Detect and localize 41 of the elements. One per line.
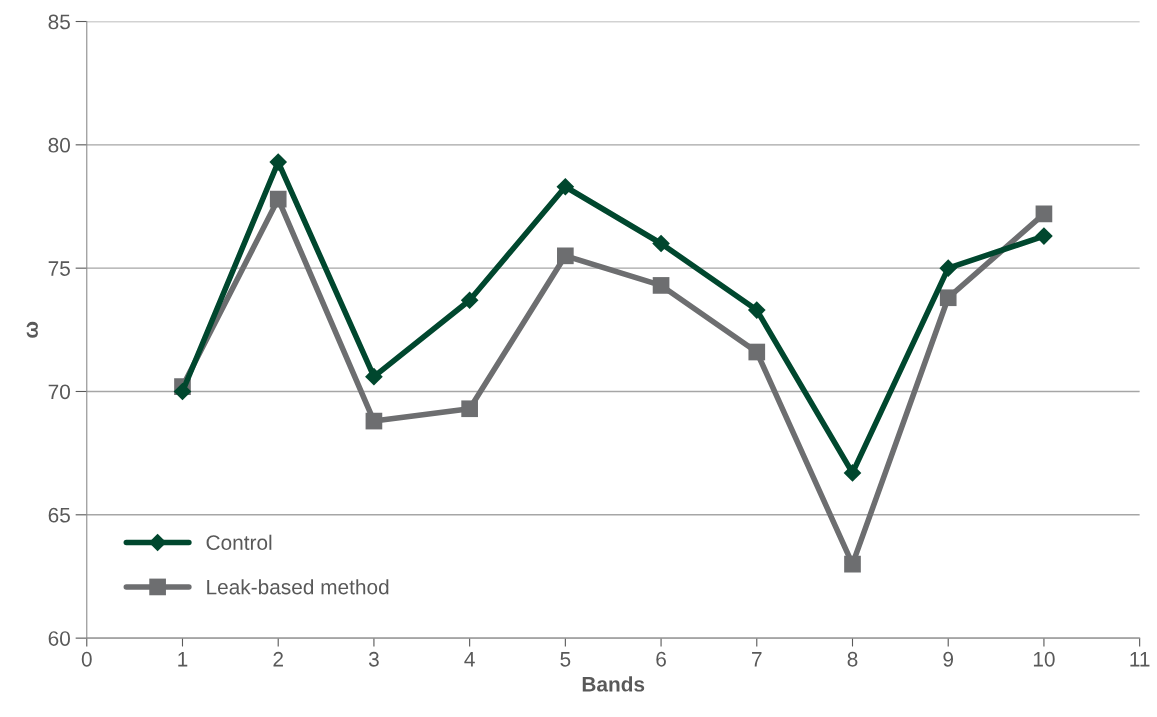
x-tick-label: 2 [273, 651, 283, 667]
point [844, 555, 861, 573]
point [939, 259, 958, 277]
point [365, 412, 383, 430]
y-tick-label: 65 [48, 507, 70, 523]
x-axis-title: Bands [582, 676, 645, 692]
x-tick-label: 10 [1033, 651, 1055, 667]
x-tick-label: 6 [656, 651, 666, 667]
y-tick-label: 75 [48, 261, 70, 276]
x-tick-label: 11 [1130, 652, 1150, 667]
point [747, 301, 766, 319]
x-tick-label: 1 [178, 652, 188, 667]
point [843, 464, 862, 482]
point [652, 234, 670, 253]
point [652, 277, 670, 294]
y-tick-label: 85 [48, 14, 70, 30]
point [365, 367, 383, 386]
point [460, 291, 479, 310]
x-tick-label: 3 [368, 651, 379, 667]
point [461, 400, 478, 418]
y-tick-label: 70 [48, 384, 70, 400]
legend-label: Control [206, 534, 272, 551]
point [1035, 205, 1053, 223]
x-tick-label: 5 [560, 652, 571, 667]
point [557, 247, 574, 265]
point [1035, 227, 1053, 245]
point [556, 177, 575, 196]
legend-label: Leak-based method [207, 579, 389, 595]
x-tick-label: 4 [464, 652, 475, 667]
y-tick-label: 80 [48, 137, 70, 153]
y-axis-title: ω [26, 321, 38, 338]
x-tick-label: 7 [752, 652, 762, 667]
point [748, 343, 766, 361]
point [173, 382, 192, 401]
point [939, 289, 957, 307]
point [269, 153, 288, 171]
x-tick-label: 9 [943, 651, 954, 667]
x-tick-label: 0 [81, 651, 92, 667]
point [269, 190, 287, 208]
x-tick-label: 8 [847, 651, 858, 667]
y-tick-label: 60 [48, 631, 70, 646]
